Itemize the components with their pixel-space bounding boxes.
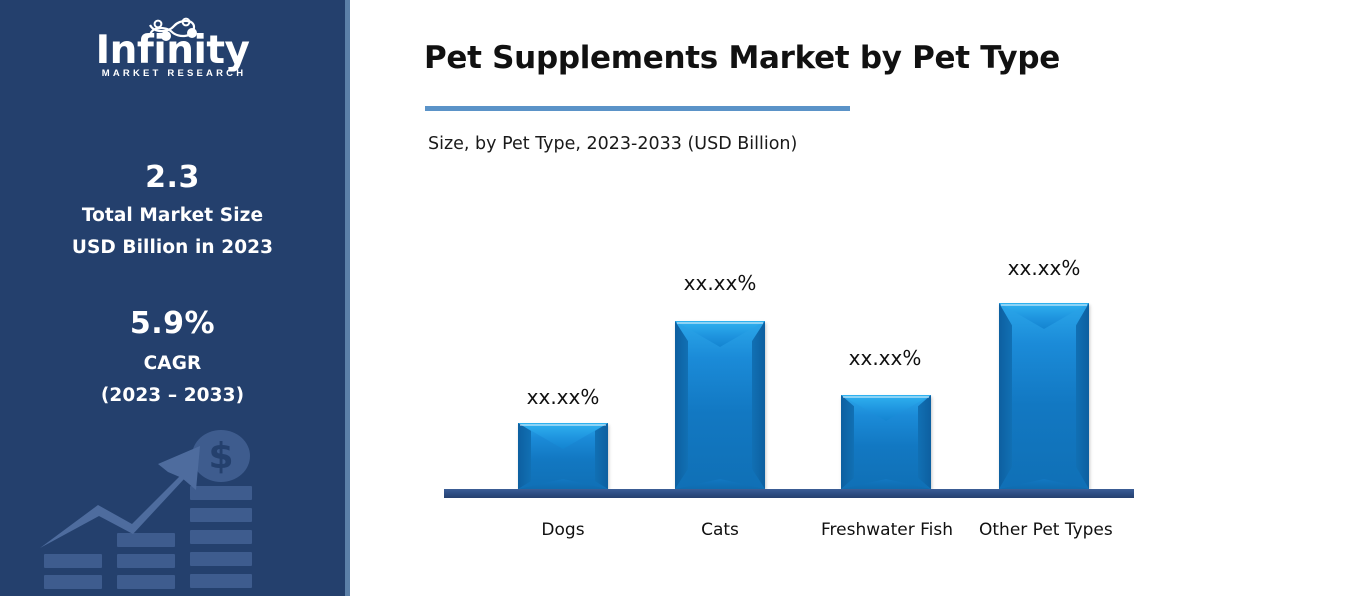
page-subtitle: Size, by Pet Type, 2023-2033 (USD Billio… xyxy=(428,134,798,154)
stat-label-market-size-line2: USD Billion in 2023 xyxy=(71,237,274,258)
bar-dogs[interactable] xyxy=(518,423,608,489)
bar-dogs-face xyxy=(518,423,608,489)
main-content: Pet Supplements Market by Pet Type Size,… xyxy=(350,0,1361,596)
bar-top-highlight xyxy=(843,396,929,398)
bar-chart: xx.xx% Dogs xx.xx% Cats xyxy=(350,0,1361,596)
bar-top-highlight xyxy=(520,424,606,426)
bar-cats[interactable] xyxy=(675,321,765,489)
bar-value-label-cats: xx.xx% xyxy=(683,271,757,295)
bar-bevel-top xyxy=(518,423,608,449)
bar-bevel-left xyxy=(841,395,854,489)
sidebar-edge-stripe xyxy=(345,0,350,596)
bar-other-pet-types-face xyxy=(999,303,1089,489)
infinity-people-icon xyxy=(0,16,345,46)
bar-bevel-top xyxy=(675,321,765,347)
bar-bevel-bottom xyxy=(518,479,608,489)
bar-other-pet-types[interactable] xyxy=(999,303,1089,489)
chart-baseline xyxy=(444,489,1134,498)
sidebar-panel: Infinity MARKET RESEARCH 2.3 Total Marke… xyxy=(0,0,345,596)
bar-bevel-left xyxy=(518,423,531,489)
bar-value-label-dogs: xx.xx% xyxy=(526,385,600,409)
svg-text:$: $ xyxy=(208,436,233,477)
bar-bevel-right xyxy=(1076,303,1089,489)
bar-top-highlight xyxy=(1001,304,1087,306)
stat-label-cagr-line1: CAGR xyxy=(143,353,202,374)
growth-arrow-coins-icon: $ xyxy=(40,428,340,596)
bar-bevel-right xyxy=(595,423,608,489)
bar-value-label-freshwater-fish: xx.xx% xyxy=(848,346,922,370)
stat-label-cagr-line2: (2023 – 2033) xyxy=(100,385,245,406)
category-label-cats: Cats xyxy=(701,520,739,540)
bar-bevel-left xyxy=(675,321,688,489)
bar-freshwater-fish-face xyxy=(841,395,931,489)
category-label-other-pet-types: Other Pet Types xyxy=(979,520,1113,540)
bar-bevel-bottom xyxy=(675,479,765,489)
stat-value-cagr: 5.9% xyxy=(129,306,216,341)
bar-bevel-top xyxy=(841,395,931,421)
page-title: Pet Supplements Market by Pet Type xyxy=(424,40,1060,76)
bar-core xyxy=(675,321,765,489)
bar-core xyxy=(518,423,608,489)
category-label-dogs: Dogs xyxy=(541,520,585,540)
bar-bevel-top xyxy=(999,303,1089,329)
brand-logo: Infinity MARKET RESEARCH xyxy=(0,16,345,79)
bar-bevel-bottom xyxy=(841,479,931,489)
bar-top-highlight xyxy=(677,322,763,324)
bar-bevel-right xyxy=(752,321,765,489)
bar-bevel-right xyxy=(918,395,931,489)
logo-wordmark: Infinity xyxy=(95,28,250,73)
logo-tagline: MARKET RESEARCH xyxy=(101,68,247,79)
category-label-freshwater-fish: Freshwater Fish xyxy=(821,520,953,540)
stat-value-market-size: 2.3 xyxy=(145,160,200,195)
bar-value-label-other-pet-types: xx.xx% xyxy=(1007,256,1081,280)
stat-label-market-size-line1: Total Market Size xyxy=(81,205,264,226)
bar-core xyxy=(999,303,1089,489)
bar-core xyxy=(841,395,931,489)
title-underline-rule xyxy=(425,106,850,111)
bar-bevel-left xyxy=(999,303,1012,489)
bar-cats-face xyxy=(675,321,765,489)
bar-freshwater-fish[interactable] xyxy=(841,395,931,489)
bar-bevel-bottom xyxy=(999,479,1089,489)
